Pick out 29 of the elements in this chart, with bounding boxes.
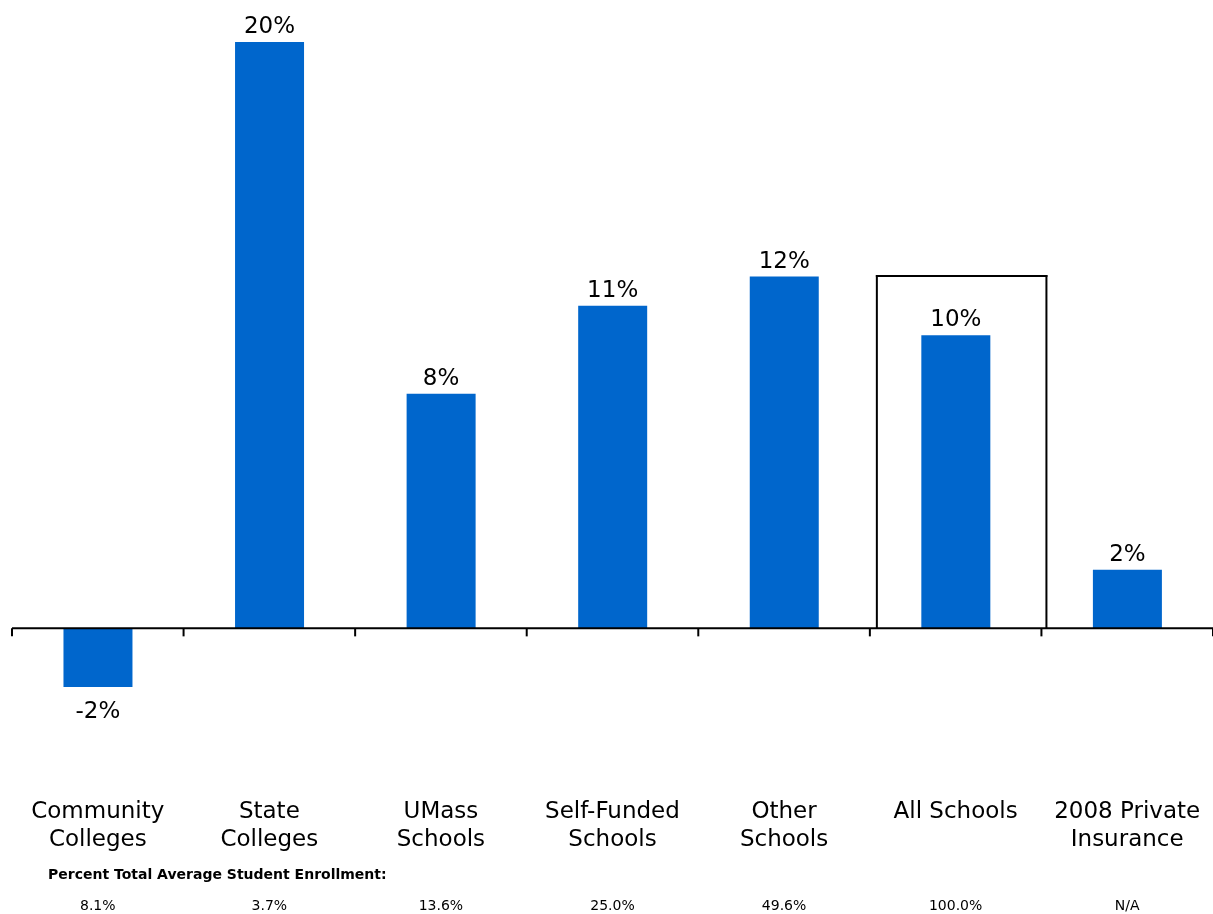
text: 3.7%	[251, 897, 288, 913]
x-tick-label: UMass Schools	[396, 797, 486, 851]
x-tick-label: State Colleges	[220, 797, 319, 851]
x-tick-label: Other Schools	[739, 797, 829, 851]
x-tick-label: Self-Funded Schools	[545, 797, 680, 851]
data-label: -2%	[75, 697, 121, 723]
text: 49.6%	[761, 897, 807, 913]
x-tick-label: Community Colleges	[31, 797, 165, 851]
text: 100.0%	[928, 897, 983, 913]
bar	[578, 305, 648, 629]
x-tick-label: All Schools	[893, 797, 1018, 823]
bar	[1092, 569, 1162, 629]
x-tick-label: 2008 Private Insurance	[1054, 797, 1201, 851]
text: Percent Total Average Student Enrollment:	[48, 866, 387, 882]
data-label: 2%	[1109, 539, 1146, 566]
bar	[921, 335, 991, 629]
text: 13.6%	[418, 897, 464, 913]
bar	[749, 276, 819, 629]
text: N/A	[1114, 897, 1140, 913]
text: 8.1%	[79, 897, 116, 913]
bar	[235, 42, 305, 629]
data-label: 10%	[930, 305, 982, 332]
bar	[63, 628, 133, 687]
data-label: 8%	[422, 363, 460, 390]
data-label: 11%	[587, 275, 639, 302]
text: 25.0%	[590, 897, 635, 913]
data-label: 12%	[758, 246, 810, 273]
bar	[406, 393, 476, 629]
data-label: 20%	[243, 12, 296, 38]
